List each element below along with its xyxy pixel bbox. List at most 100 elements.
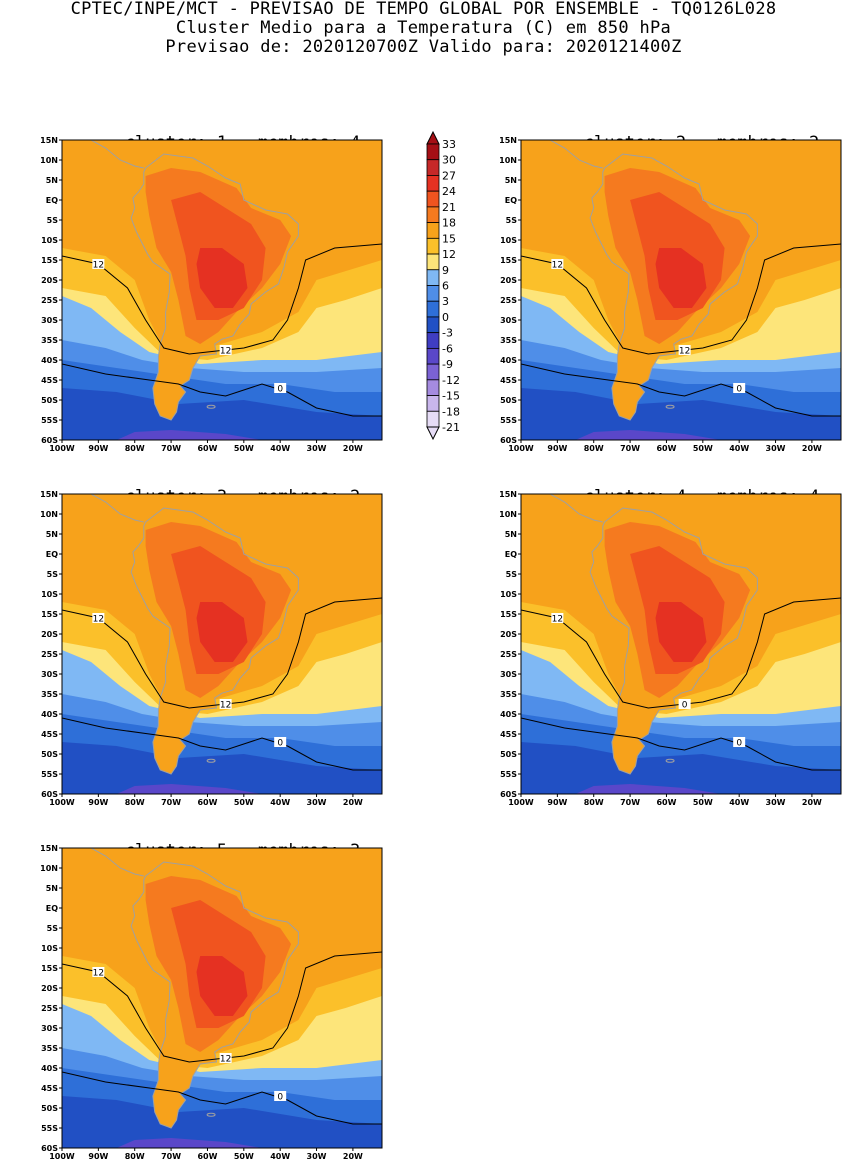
x-tick-label: 40W <box>270 798 290 807</box>
x-tick-label: 100W <box>508 798 534 807</box>
colorbar-box <box>426 395 440 412</box>
colorbar-box <box>426 222 440 239</box>
contour-label: 12 <box>679 347 690 357</box>
colorbar-box <box>426 410 440 428</box>
falklands <box>206 404 216 409</box>
header-line-3: Previsao de: 2020120700Z Valido para: 20… <box>165 37 682 57</box>
colorbar-box <box>426 347 440 365</box>
y-tick-label: 5S <box>47 216 59 225</box>
y-tick-label: 15S <box>500 610 517 619</box>
map-content <box>521 494 841 794</box>
panel-cluster-3: cluster: 3 membros: 2 1212015N10N5NEQ5S1… <box>0 467 400 812</box>
temperature-map: 12 12 0 15N 10N 5N EQ 5S 10S 15S 20S 25S 30S 35S 40S 45… <box>40 136 383 453</box>
x-tick-label: 100W <box>49 798 75 807</box>
contour-label-bg <box>92 613 105 623</box>
contour-label-bg <box>274 1091 287 1101</box>
contour-0 <box>521 363 841 417</box>
coastline <box>589 507 758 775</box>
y-tick-label: 10N <box>40 510 58 519</box>
x-tick-label: 80W <box>125 798 145 807</box>
contour-0 <box>62 717 382 771</box>
contour-label: 0 <box>736 739 742 749</box>
y-tick-label: 55S <box>500 416 517 425</box>
colorbar-label: 18 <box>442 217 456 230</box>
x-tick-label: 80W <box>125 444 145 453</box>
y-tick-label: 50S <box>41 750 58 759</box>
contour-label: 0 <box>736 385 742 395</box>
y-tick-label: 35S <box>41 336 58 345</box>
x-tick-label: 50W <box>693 798 713 807</box>
contour-12 <box>62 951 382 1063</box>
y-tick-label: EQ <box>46 196 58 205</box>
y-tick-label: 60S <box>500 436 517 445</box>
y-tick-label: 5S <box>47 570 59 579</box>
x-tick-label: 20W <box>802 798 822 807</box>
contour-0 <box>62 1071 382 1125</box>
contour-label-bg <box>92 967 105 977</box>
x-tick-label: 20W <box>343 798 363 807</box>
panel-cluster-1: cluster: 1 membros: 4 1212015N10N5NEQ5S1… <box>0 113 400 458</box>
map-frame <box>61 139 383 441</box>
x-tick-label: 30W <box>766 798 786 807</box>
y-tick-label: 15S <box>500 256 517 265</box>
y-tick-label: 5S <box>506 216 518 225</box>
coastline-central-america <box>90 848 144 877</box>
contour-label-bg <box>733 737 746 747</box>
contour-label-bg <box>678 699 691 709</box>
contour-label: 12 <box>93 261 104 271</box>
colorbar-box <box>426 190 440 208</box>
y-tick-label: 10N <box>40 864 58 873</box>
panel-cluster-4: cluster: 4 membros: 4 120015N10N5NEQ5S10… <box>459 467 847 812</box>
falklands <box>206 1112 216 1117</box>
colorbar-label: 0 <box>442 311 449 324</box>
y-tick-label: 15N <box>40 136 58 145</box>
temperature-map: 12 12 0 15N 10N 5N EQ 5S 10S 15S 20S 25S 30S 35S 40S 45… <box>40 844 383 1161</box>
colorbar-box <box>426 363 440 381</box>
y-tick-label: 20S <box>500 276 517 285</box>
colorbar-label: 24 <box>442 185 456 198</box>
x-tick-label: 20W <box>343 444 363 453</box>
y-tick-label: 60S <box>41 436 58 445</box>
y-tick-label: 45S <box>41 376 58 385</box>
y-tick-label: 25S <box>500 650 517 659</box>
colorbar-box <box>426 175 440 192</box>
x-tick-label: 50W <box>234 444 254 453</box>
x-tick-label: 30W <box>766 444 786 453</box>
y-tick-label: 60S <box>41 1144 58 1153</box>
y-tick-label: 35S <box>41 690 58 699</box>
y-tick-label: 25S <box>41 650 58 659</box>
field-minus3-0 <box>521 742 841 794</box>
falklands <box>665 404 675 409</box>
y-tick-label: 50S <box>41 396 58 405</box>
y-tick-label: 25S <box>500 296 517 305</box>
temperature-map: 12 12 0 15N 10N 5N EQ 5S 10S 15S 20S 25S 30S 35S 40S 45… <box>499 136 842 453</box>
y-tick-label: 40S <box>41 1064 58 1073</box>
figure-header: CPTEC/INPE/MCT - PREVISAO DE TEMPO GLOBA… <box>0 0 847 57</box>
y-tick-label: 15S <box>41 256 58 265</box>
coastline <box>130 861 299 1129</box>
colorbar-box <box>426 269 440 286</box>
colorbar-label: -15 <box>442 390 460 403</box>
colorbar-label: -18 <box>442 405 460 418</box>
x-tick-label: 50W <box>693 444 713 453</box>
colorbar-label: 15 <box>442 232 456 245</box>
contour-label-bg <box>551 613 564 623</box>
panel-cluster-5: cluster: 5 membros: 3 1212015N10N5NEQ5S1… <box>0 821 400 1166</box>
field-24-27 <box>655 602 707 662</box>
y-tick-label: EQ <box>46 904 58 913</box>
field-minus6 <box>116 784 262 794</box>
y-tick-label: 5N <box>46 530 58 539</box>
coastline-central-america <box>549 494 603 523</box>
y-tick-label: 15S <box>41 964 58 973</box>
y-tick-label: 5N <box>505 530 517 539</box>
y-tick-label: 55S <box>41 416 58 425</box>
y-tick-label: 40S <box>41 356 58 365</box>
field-minus6 <box>575 784 721 794</box>
y-tick-label: 30S <box>41 670 58 679</box>
contour-label: 12 <box>93 969 104 979</box>
y-tick-label: 10S <box>41 590 58 599</box>
x-tick-label: 40W <box>270 444 290 453</box>
x-tick-label: 70W <box>161 444 181 453</box>
y-tick-label: 10S <box>500 590 517 599</box>
